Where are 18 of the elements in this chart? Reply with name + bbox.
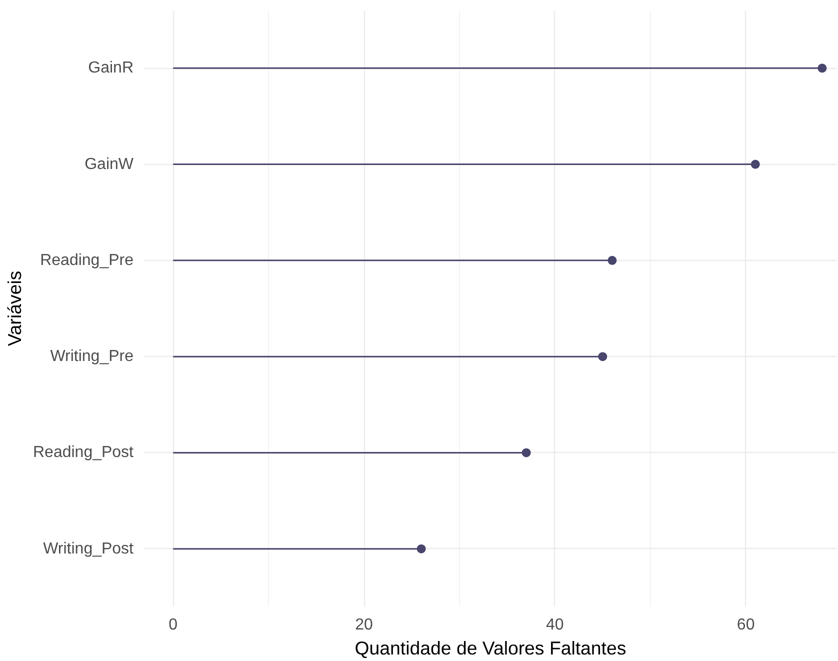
y-tick-label: GainW (84, 156, 134, 173)
y-tick-label: Writing_Post (43, 540, 134, 558)
x-tick-label: 60 (736, 616, 755, 634)
y-tick-label: Reading_Post (32, 444, 134, 462)
y-tick-label: Reading_Pre (40, 252, 134, 269)
point (750, 160, 760, 169)
x-tick-label: 0 (168, 616, 178, 634)
y-tick-label: GainR (88, 60, 134, 77)
point (818, 64, 827, 73)
x-tick-label: 40 (546, 616, 564, 634)
x-tick-label: 20 (355, 616, 374, 634)
point (416, 544, 426, 554)
point (598, 352, 608, 362)
point (522, 448, 531, 458)
x-axis-title: Quantidade de Valores Faltantes (354, 638, 626, 658)
y-tick-label: Writing_Pre (50, 348, 134, 366)
y-axis-title: Variáveis (4, 270, 25, 346)
point (608, 256, 617, 265)
